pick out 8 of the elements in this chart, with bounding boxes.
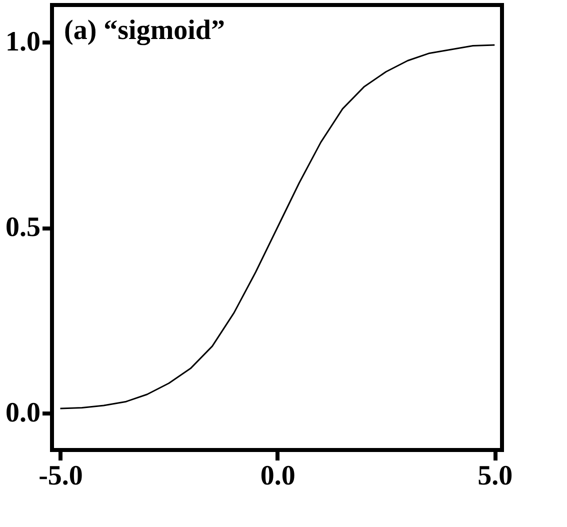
y-tick-label: 1.0	[6, 26, 40, 58]
x-tick-label: 0.0	[260, 460, 296, 492]
x-tick-label: -5.0	[38, 460, 83, 492]
annotation: (a) “sigmoid”	[64, 15, 225, 46]
x-tick-label: 5.0	[478, 460, 513, 492]
y-tick-label: 0.5	[6, 212, 40, 243]
y-tick-label: 0.0	[6, 397, 40, 428]
line-series	[60, 44, 496, 410]
